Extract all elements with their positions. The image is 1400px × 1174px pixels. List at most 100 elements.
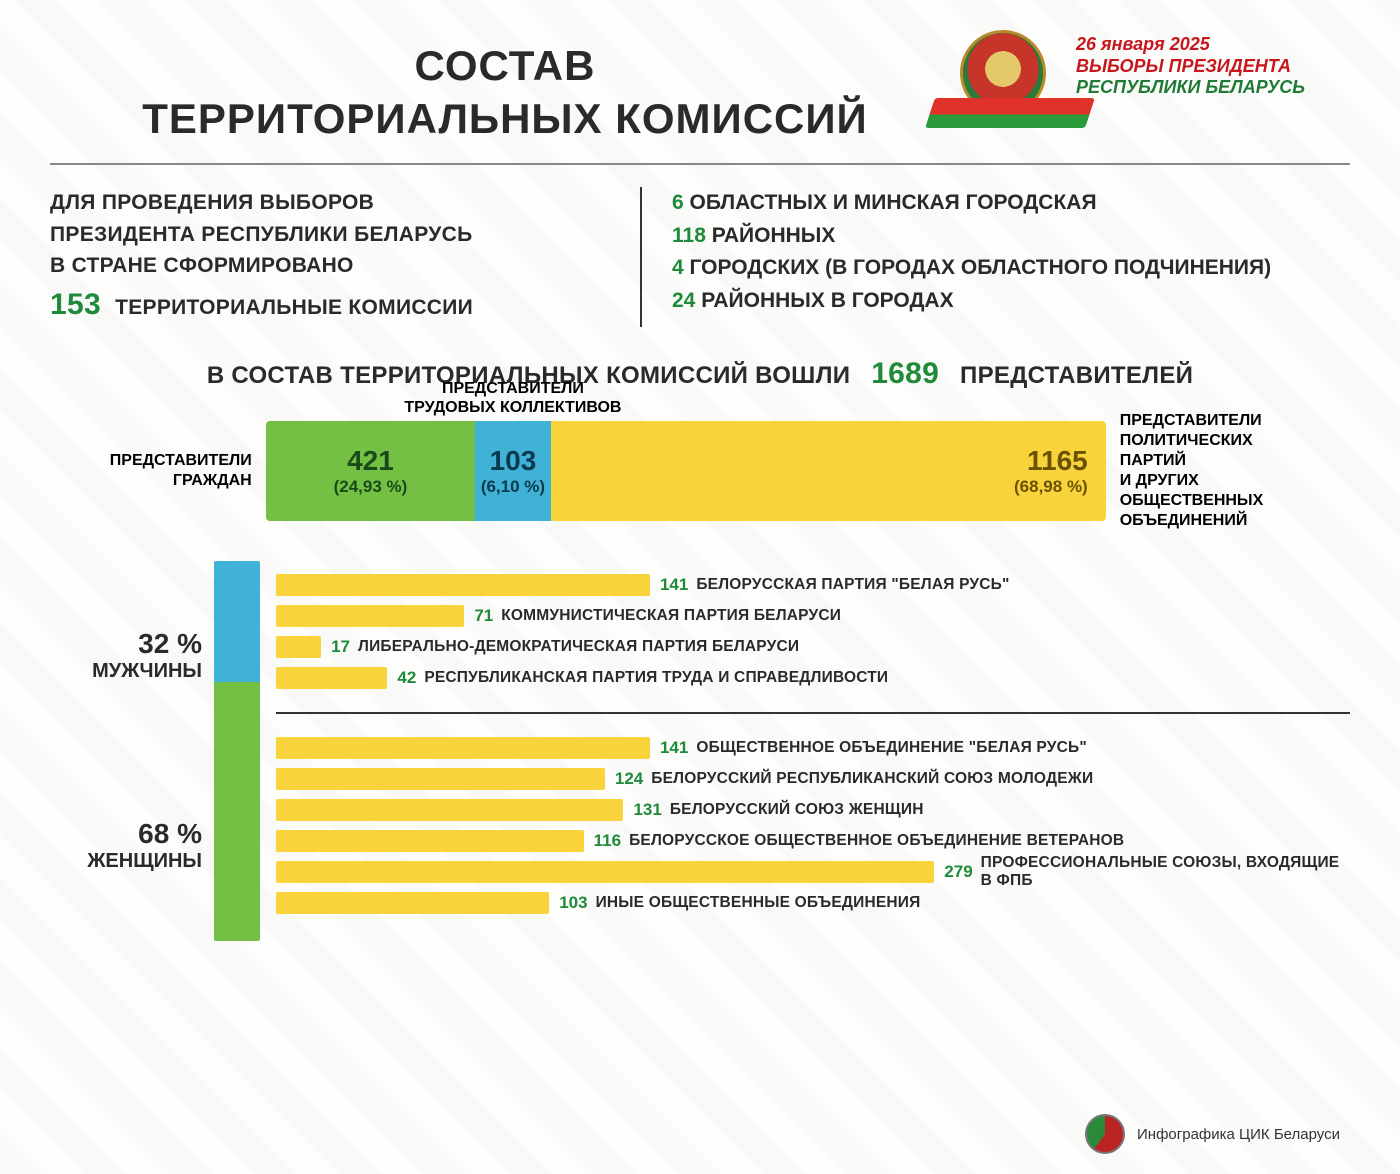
org-name: КОММУНИСТИЧЕСКАЯ ПАРТИЯ БЕЛАРУСИ	[501, 607, 841, 625]
intro-right-num: 24	[672, 289, 701, 312]
stacked-top-label: ПРЕДСТАВИТЕЛИ ТРУДОВЫХ КОЛЛЕКТИВОВ	[403, 379, 623, 417]
org-row: 42 РЕСПУБЛИКАНСКАЯ ПАРТИЯ ТРУДА И СПРАВЕД…	[276, 665, 1350, 691]
election-title-1: ВЫБОРЫ ПРЕЗИДЕНТА	[1076, 56, 1305, 78]
segment-value: 421	[347, 445, 394, 477]
org-row: 279ПРОФЕССИОНАЛЬНЫЕ СОЮЗЫ, ВХОДЯЩИЕ В ФП…	[276, 859, 1350, 885]
intro-left-1: ДЛЯ ПРОВЕДЕНИЯ ВЫБОРОВ	[50, 187, 610, 219]
org-row: 103 ИНЫЕ ОБЩЕСТВЕННЫЕ ОБЪЕДИНЕНИЯ	[276, 890, 1350, 916]
intro-right-text: ОБЛАСТНЫХ И МИНСКАЯ ГОРОДСКАЯ	[690, 191, 1097, 214]
intro-right-text: ГОРОДСКИХ (В ГОРОДАХ ОБЛАСТНОГО ПОДЧИНЕН…	[690, 256, 1272, 279]
intro-left: ДЛЯ ПРОВЕДЕНИЯ ВЫБОРОВ ПРЕЗИДЕНТА РЕСПУБ…	[50, 187, 610, 327]
representatives-subtitle: В СОСТАВ ТЕРРИТОРИАЛЬНЫХ КОМИССИЙ ВОШЛИ …	[50, 357, 1350, 391]
org-row: 116 БЕЛОРУССКОЕ ОБЩЕСТВЕННОЕ ОБЪЕДИНЕНИЕ …	[276, 828, 1350, 854]
associations-group: 141 ОБЩЕСТВЕННОЕ ОБЪЕДИНЕНИЕ "БЕЛАЯ РУСЬ"…	[276, 724, 1350, 927]
stacked-segment: 1165(68,98 %)	[551, 421, 1106, 521]
org-bar	[276, 574, 650, 596]
header: СОСТАВ ТЕРРИТОРИАЛЬНЫХ КОМИССИЙ 26 январ…	[50, 30, 1350, 145]
org-bar	[276, 605, 464, 627]
stacked-segment: 103(6,10 %)	[475, 421, 551, 521]
org-bar	[276, 799, 623, 821]
org-bar	[276, 667, 387, 689]
gender-column: 32 % МУЖЧИНЫ 68 % ЖЕНЩИНЫ	[50, 561, 260, 941]
org-row: 17ЛИБЕРАЛЬНО-ДЕМОКРАТИЧЕСКАЯ ПАРТИЯ БЕЛА…	[276, 634, 1350, 660]
subtitle-number: 1689	[871, 357, 939, 390]
org-name: ЛИБЕРАЛЬНО-ДЕМОКРАТИЧЕСКАЯ ПАРТИЯ БЕЛАРУ…	[358, 638, 799, 656]
election-logo: 26 января 2025 ВЫБОРЫ ПРЕЗИДЕНТА РЕСПУБЛ…	[960, 30, 1350, 116]
intro-left-3: В СТРАНЕ СФОРМИРОВАНО	[50, 250, 610, 282]
org-bar	[276, 861, 934, 883]
gender-bar-men	[214, 561, 260, 683]
gender-women: 68 % ЖЕНЩИНЫ	[50, 818, 202, 873]
intro-right-num: 4	[672, 256, 690, 279]
org-value: 103	[559, 893, 587, 913]
org-name: БЕЛОРУССКОЕ ОБЩЕСТВЕННОЕ ОБЪЕДИНЕНИЕ ВЕТ…	[629, 832, 1124, 850]
organizations-bars: 141 БЕЛОРУССКАЯ ПАРТИЯ "БЕЛАЯ РУСЬ" 71 КОММ…	[276, 561, 1350, 927]
org-bar	[276, 892, 549, 914]
intro-divider	[640, 187, 642, 327]
org-value: 141	[660, 738, 688, 758]
footer-text: Инфографика ЦИК Беларуси	[1137, 1126, 1340, 1143]
org-name: БЕЛОРУССКИЙ СОЮЗ ЖЕНЩИН	[670, 801, 924, 819]
org-row: 141 БЕЛОРУССКАЯ ПАРТИЯ "БЕЛАЯ РУСЬ"	[276, 572, 1350, 598]
org-name: РЕСПУБЛИКАНСКАЯ ПАРТИЯ ТРУДА И СПРАВЕДЛИ…	[424, 669, 888, 687]
intro-right-row: 4 ГОРОДСКИХ (В ГОРОДАХ ОБЛАСТНОГО ПОДЧИН…	[672, 252, 1350, 285]
stacked-bar-chart: ПРЕДСТАВИТЕЛИ ГРАЖДАН ПРЕДСТАВИТЕЛИ ТРУД…	[90, 411, 1310, 531]
divider	[50, 163, 1350, 165]
segment-value: 103	[490, 445, 537, 477]
intro-right: 6 ОБЛАСТНЫХ И МИНСКАЯ ГОРОДСКАЯ118 РАЙОН…	[672, 187, 1350, 327]
cec-emblem-icon	[1085, 1114, 1125, 1154]
intro-total-number: 153	[50, 288, 101, 321]
org-bar	[276, 636, 321, 658]
org-name: БЕЛОРУССКИЙ РЕСПУБЛИКАНСКИЙ СОЮЗ МОЛОДЕЖ…	[651, 770, 1093, 788]
subtitle-post: ПРЕДСТАВИТЕЛЕЙ	[960, 362, 1193, 389]
election-date: 26 января 2025	[1076, 34, 1305, 56]
election-title-2: РЕСПУБЛИКИ БЕЛАРУСЬ	[1076, 77, 1305, 99]
orgs-divider	[276, 712, 1350, 714]
title-line-2: ТЕРРИТОРИАЛЬНЫХ КОМИССИЙ	[50, 93, 960, 146]
gender-men: 32 % МУЖЧИНЫ	[50, 628, 202, 683]
org-value: 141	[660, 575, 688, 595]
org-name: ОБЩЕСТВЕННОЕ ОБЪЕДИНЕНИЕ "БЕЛАЯ РУСЬ"	[696, 739, 1087, 757]
stacked-left-label: ПРЕДСТАВИТЕЛИ ГРАЖДАН	[90, 451, 252, 491]
stacked-right-label: ПРЕДСТАВИТЕЛИ ПОЛИТИЧЕСКИХ ПАРТИЙ И ДРУГ…	[1120, 411, 1310, 531]
org-name: ИНЫЕ ОБЩЕСТВЕННЫЕ ОБЪЕДИНЕНИЯ	[596, 894, 921, 912]
org-row: 131 БЕЛОРУССКИЙ СОЮЗ ЖЕНЩИН	[276, 797, 1350, 823]
title-block: СОСТАВ ТЕРРИТОРИАЛЬНЫХ КОМИССИЙ	[50, 30, 960, 145]
intro-right-text: РАЙОННЫХ В ГОРОДАХ	[701, 289, 953, 312]
intro-right-num: 118	[672, 224, 712, 247]
segment-value: 1165	[1027, 445, 1088, 477]
footer: Инфографика ЦИК Беларуси	[1085, 1114, 1340, 1154]
org-name: БЕЛОРУССКАЯ ПАРТИЯ "БЕЛАЯ РУСЬ"	[696, 576, 1009, 594]
segment-pct: (24,93 %)	[334, 477, 408, 497]
flag-ribbon-icon	[925, 98, 1095, 128]
org-name: ПРОФЕССИОНАЛЬНЫЕ СОЮЗЫ, ВХОДЯЩИЕ В ФПБ	[981, 854, 1350, 890]
intro-right-num: 6	[672, 191, 690, 214]
gender-bar-women	[214, 682, 260, 940]
segment-pct: (68,98 %)	[1014, 477, 1088, 497]
intro-right-row: 118 РАЙОННЫХ	[672, 220, 1350, 253]
intro-left-2: ПРЕЗИДЕНТА РЕСПУБЛИКИ БЕЛАРУСЬ	[50, 219, 610, 251]
org-value: 279	[944, 862, 972, 882]
lower-block: 32 % МУЖЧИНЫ 68 % ЖЕНЩИНЫ 141 БЕЛОРУССКАЯ…	[50, 561, 1350, 941]
segment-pct: (6,10 %)	[481, 477, 545, 497]
org-value: 116	[594, 831, 621, 851]
org-value: 131	[633, 800, 661, 820]
org-value: 71	[474, 606, 493, 626]
stacked-bar: 421(24,93 %)103(6,10 %)1165(68,98 %)	[266, 421, 1106, 521]
org-bar	[276, 830, 584, 852]
intro-right-row: 6 ОБЛАСТНЫХ И МИНСКАЯ ГОРОДСКАЯ	[672, 187, 1350, 220]
stacked-segment: 421(24,93 %)	[266, 421, 475, 521]
org-row: 71 КОММУНИСТИЧЕСКАЯ ПАРТИЯ БЕЛАРУСИ	[276, 603, 1350, 629]
parties-group: 141 БЕЛОРУССКАЯ ПАРТИЯ "БЕЛАЯ РУСЬ" 71 КОММ…	[276, 561, 1350, 702]
intro-block: ДЛЯ ПРОВЕДЕНИЯ ВЫБОРОВ ПРЕЗИДЕНТА РЕСПУБ…	[50, 187, 1350, 327]
org-bar	[276, 737, 650, 759]
org-bar	[276, 768, 605, 790]
org-value: 42	[397, 668, 416, 688]
intro-total-label: ТЕРРИТОРИАЛЬНЫЕ КОМИССИИ	[115, 296, 473, 319]
gender-labels: 32 % МУЖЧИНЫ 68 % ЖЕНЩИНЫ	[50, 561, 202, 941]
gender-bar	[214, 561, 260, 941]
org-value: 124	[615, 769, 643, 789]
intro-right-text: РАЙОННЫХ	[712, 224, 836, 247]
intro-right-row: 24 РАЙОННЫХ В ГОРОДАХ	[672, 285, 1350, 318]
org-row: 141 ОБЩЕСТВЕННОЕ ОБЪЕДИНЕНИЕ "БЕЛАЯ РУСЬ"	[276, 735, 1350, 761]
